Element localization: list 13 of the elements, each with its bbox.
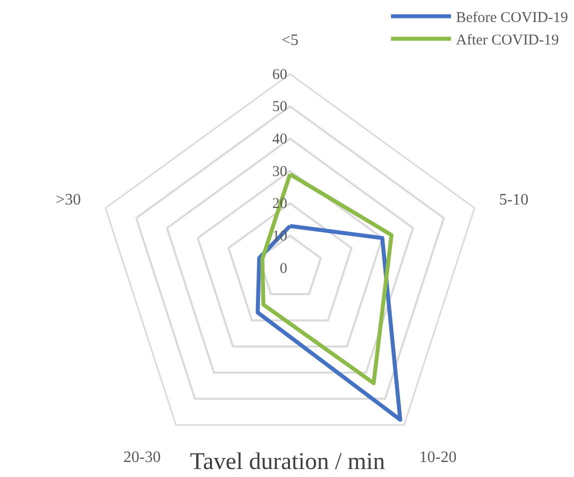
text: Tavel duration / min xyxy=(190,449,385,475)
legend-label: Before COVID-19 xyxy=(456,10,568,26)
y-tick-label: 60 xyxy=(272,66,288,83)
y-tick-label: 50 xyxy=(272,99,288,116)
spoke-label: 20-30 xyxy=(123,449,161,466)
legend-label: After COVID-19 xyxy=(456,32,559,49)
spoke-label: >30 xyxy=(56,191,81,208)
y-tick-label: 30 xyxy=(272,164,288,180)
spoke-label: 10-20 xyxy=(419,449,457,466)
y-tick-label: 40 xyxy=(272,132,288,148)
y-tick-label: 0 xyxy=(280,260,288,277)
spoke-label: <5 xyxy=(281,32,299,49)
spoke-label: 5-10 xyxy=(499,191,529,208)
